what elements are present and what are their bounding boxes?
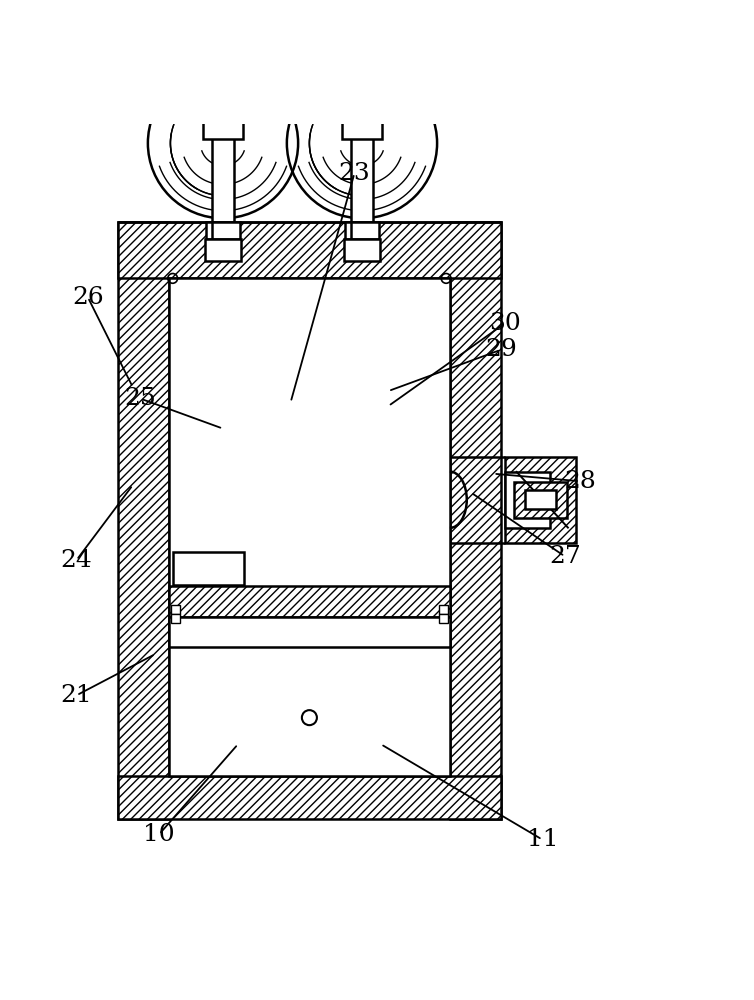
Bar <box>212 222 240 239</box>
Bar <box>212 136 234 222</box>
Text: 11: 11 <box>526 828 558 851</box>
Bar <box>351 136 373 222</box>
Bar <box>118 222 501 278</box>
Bar <box>504 472 550 528</box>
Bar <box>169 586 450 617</box>
Text: 10: 10 <box>143 823 175 846</box>
Bar <box>173 552 244 585</box>
Bar <box>169 617 450 647</box>
Bar <box>514 482 567 518</box>
Text: 30: 30 <box>489 312 520 335</box>
Text: 23: 23 <box>339 162 370 185</box>
Text: 25: 25 <box>124 387 156 410</box>
Text: 29: 29 <box>485 338 516 361</box>
Bar <box>171 605 180 614</box>
Bar <box>525 490 556 509</box>
Bar <box>345 222 373 239</box>
Bar <box>205 239 241 261</box>
Text: 26: 26 <box>72 286 103 309</box>
Bar <box>118 222 169 819</box>
Text: 21: 21 <box>61 684 92 707</box>
Bar <box>450 222 501 819</box>
Bar <box>171 614 180 623</box>
Text: 24: 24 <box>60 549 93 572</box>
Text: 27: 27 <box>549 545 581 568</box>
Bar <box>342 98 382 139</box>
Text: 28: 28 <box>564 470 596 493</box>
Bar <box>118 776 501 819</box>
Bar <box>206 222 234 239</box>
Bar <box>439 614 448 623</box>
Bar <box>169 278 450 776</box>
Bar <box>351 222 379 239</box>
Bar <box>204 98 243 139</box>
Bar <box>504 457 576 543</box>
Bar <box>439 605 448 614</box>
Bar <box>344 239 380 261</box>
